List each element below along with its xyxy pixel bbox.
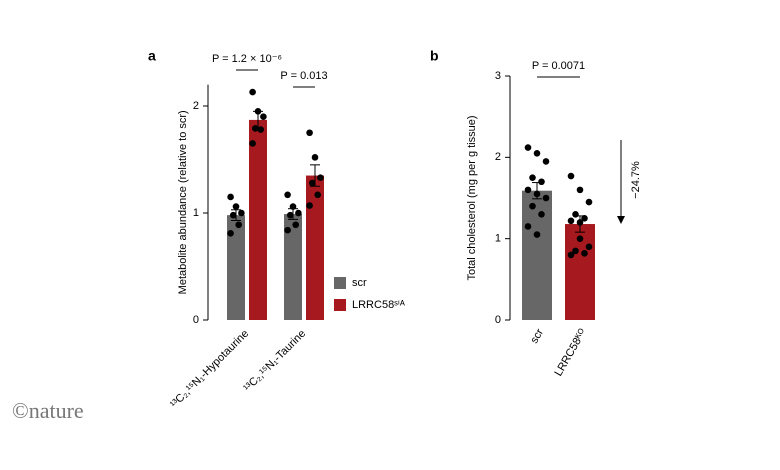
- y-tick-label: 1: [495, 233, 501, 245]
- data-point: [238, 209, 245, 217]
- data-point: [249, 140, 256, 147]
- y-tick-label: 0: [193, 314, 199, 326]
- data-point: [235, 221, 242, 229]
- footer: ©nature: [12, 398, 84, 423]
- x-tick-label: ¹³C₂,¹⁵N₁-Taurine: [242, 328, 309, 395]
- annotation: P = 0.0071: [532, 60, 585, 72]
- data-point: [230, 211, 237, 219]
- data-point: [529, 202, 536, 210]
- data-point: [529, 174, 536, 181]
- data-point: [576, 235, 584, 242]
- bar: [284, 214, 302, 320]
- data-point: [292, 221, 300, 229]
- data-point: [314, 191, 322, 199]
- legend-swatch: [334, 299, 346, 311]
- data-point: [567, 251, 575, 259]
- data-point: [538, 210, 545, 218]
- data-point: [585, 198, 593, 206]
- data-point: [576, 219, 584, 226]
- data-point: [227, 193, 234, 201]
- y-tick-label: 2: [193, 100, 199, 112]
- data-point: [287, 211, 294, 219]
- data-point: [533, 231, 541, 238]
- data-point: [249, 88, 256, 96]
- legend-swatch: [334, 277, 346, 289]
- data-point: [311, 154, 319, 161]
- data-point: [524, 186, 532, 194]
- bar: [522, 190, 552, 320]
- data-point: [254, 108, 262, 115]
- bar: [249, 119, 267, 320]
- data-point: [260, 113, 267, 120]
- data-point: [306, 129, 313, 137]
- data-point: [524, 223, 532, 230]
- y-tick-label: 2: [495, 151, 501, 163]
- y-tick-label: 1: [193, 207, 199, 219]
- bar: [306, 175, 324, 320]
- annotation: P = 0.013: [280, 70, 327, 82]
- data-point: [317, 174, 324, 181]
- data-point: [542, 158, 550, 165]
- data-point: [289, 203, 297, 210]
- data-point: [572, 210, 579, 218]
- data-point: [567, 217, 575, 225]
- x-tick-label: LRRC58ᴷᴼ: [552, 327, 589, 379]
- y-axis-label: Metabolite abundance (relative to scr): [177, 110, 189, 294]
- data-point: [576, 186, 584, 194]
- data-point: [572, 247, 579, 255]
- data-point: [567, 172, 575, 180]
- data-point: [309, 179, 316, 187]
- panel-label: a: [148, 48, 156, 64]
- y-tick-label: 3: [495, 70, 501, 82]
- legend-label: scr: [352, 277, 367, 289]
- data-point: [581, 250, 588, 257]
- data-point: [284, 191, 291, 199]
- data-point: [585, 243, 593, 251]
- legend-label: LRRC58ˢⁱᴬ: [352, 299, 405, 311]
- data-point: [306, 202, 313, 209]
- annotation: −24.7%: [630, 161, 642, 199]
- arrow-head: [617, 216, 625, 224]
- x-tick-label: ¹³C₂,¹⁵N₁-Hypotaurine: [168, 328, 251, 411]
- data-point: [284, 226, 291, 234]
- data-point: [257, 126, 265, 133]
- bar: [227, 215, 245, 320]
- data-point: [232, 203, 240, 210]
- x-tick-label: scr: [528, 327, 546, 346]
- data-point: [227, 230, 234, 237]
- data-point: [581, 215, 588, 222]
- y-axis-label: Total cholesterol (mg per g tissue): [466, 115, 478, 280]
- data-point: [542, 194, 550, 202]
- annotation: P = 1.2 × 10⁻⁶: [212, 53, 282, 65]
- data-point: [295, 209, 302, 217]
- data-point: [524, 144, 532, 151]
- panel-label: b: [430, 48, 439, 64]
- data-point: [533, 149, 541, 157]
- data-point: [538, 178, 545, 186]
- y-tick-label: 0: [495, 314, 501, 326]
- data-point: [533, 190, 541, 198]
- data-point: [252, 125, 259, 132]
